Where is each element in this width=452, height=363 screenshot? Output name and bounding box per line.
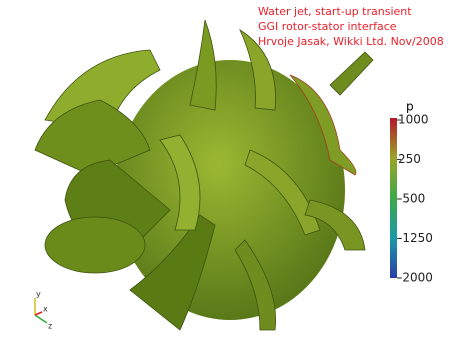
axes-triad: y x z <box>35 290 52 331</box>
colorbar-tick-label: -500 <box>398 192 425 206</box>
annotation-line: Water jet, start-up transient <box>258 5 412 18</box>
annotation-line: Hrvoje Jasak, Wikki Ltd. Nov/2008 <box>258 35 444 48</box>
colorbar-tick-label: -2000 <box>398 271 433 285</box>
axis-label: x <box>43 305 48 314</box>
colorbar-tick-label: 1000 <box>398 113 429 127</box>
colorbar-scale <box>390 118 397 278</box>
colorbar-tick-label: 250 <box>398 152 421 166</box>
scene: Water jet, start-up transient GGI rotor-… <box>0 0 452 363</box>
axis-label: z <box>48 322 52 331</box>
colorbar-tick-label: -1250 <box>398 231 433 245</box>
axis-label: y <box>36 290 41 299</box>
colorbar-title: p <box>406 100 414 114</box>
impeller <box>35 20 373 330</box>
colorbar: p 1000 250 -500 -1250 -2000 <box>390 100 433 285</box>
annotation-line: GGI rotor-stator interface <box>258 20 397 33</box>
annotation: Water jet, start-up transient GGI rotor-… <box>258 5 444 48</box>
